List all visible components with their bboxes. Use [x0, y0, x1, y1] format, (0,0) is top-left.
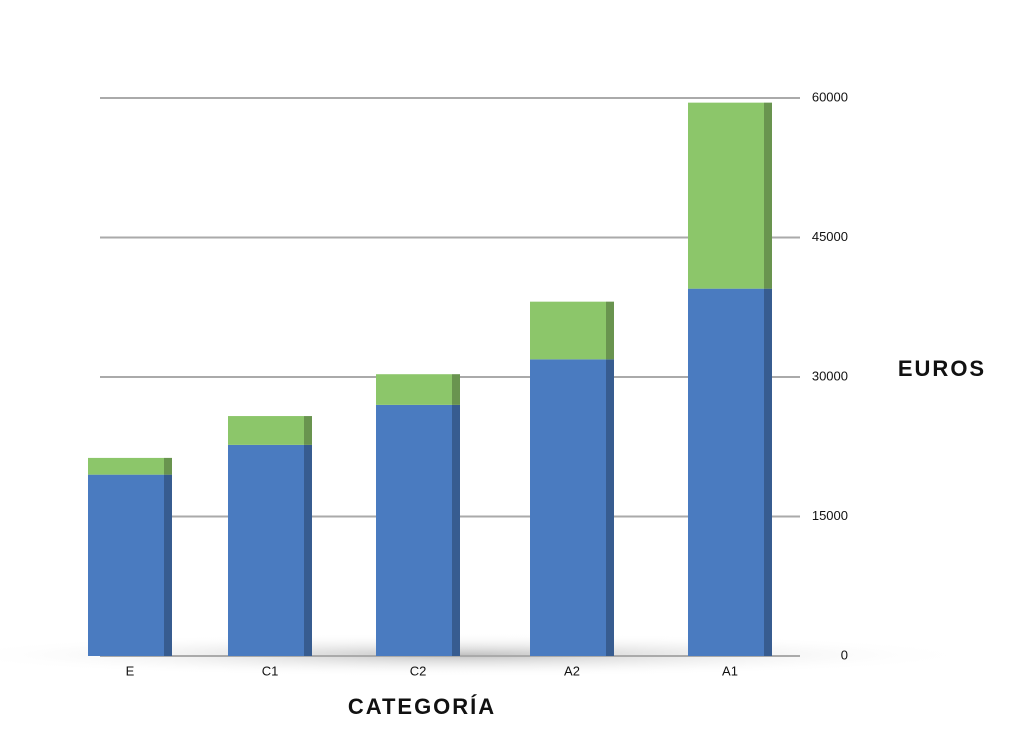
bar-side: [606, 359, 614, 656]
bar-side: [164, 457, 172, 475]
bar-side: [452, 374, 460, 405]
bar-side: [164, 474, 172, 656]
y-tick-label: 0: [841, 647, 848, 662]
bar-segment: [228, 444, 312, 656]
bar-segment: [88, 457, 172, 475]
x-tick-label: A2: [564, 663, 580, 678]
x-axis-title: CATEGORÍA: [348, 694, 496, 719]
y-tick-label: 15000: [812, 508, 848, 523]
bar-side: [304, 444, 312, 656]
bar-segment: [688, 288, 772, 656]
x-tick-label: E: [126, 663, 135, 678]
bar-side: [452, 404, 460, 656]
bar-side: [606, 301, 614, 360]
bar-side: [764, 102, 772, 289]
bar-segment: [228, 416, 312, 445]
bar-segment: [688, 102, 772, 289]
bar-segment: [376, 374, 460, 405]
x-tick-label: C1: [262, 663, 279, 678]
y-tick-label: 45000: [812, 229, 848, 244]
bar-side: [304, 416, 312, 445]
x-tick-label: C2: [410, 663, 427, 678]
bar-side: [764, 288, 772, 656]
y-tick-label: 60000: [812, 89, 848, 104]
x-tick-label: A1: [722, 663, 738, 678]
bar-segment: [530, 359, 614, 656]
bar-segment: [376, 404, 460, 656]
y-axis-title: EUROS: [898, 356, 986, 381]
bar-segment: [530, 301, 614, 360]
bar-segment: [88, 474, 172, 656]
y-tick-label: 30000: [812, 368, 848, 383]
